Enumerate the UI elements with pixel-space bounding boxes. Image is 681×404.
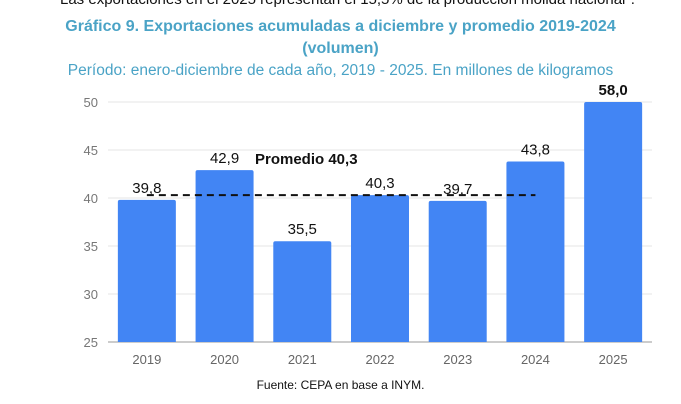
chart-title: Gráfico 9. Exportaciones acumuladas a di… bbox=[65, 18, 616, 35]
y-tick-label: 35 bbox=[84, 239, 98, 254]
y-tick-label: 30 bbox=[84, 287, 98, 302]
bar-2024 bbox=[506, 161, 565, 342]
y-tick-label: 50 bbox=[84, 95, 98, 110]
bar-2025 bbox=[584, 102, 643, 342]
x-tick-label: 2019 bbox=[132, 352, 161, 367]
average-label: Promedio 40,3 bbox=[255, 151, 358, 168]
bar-2019 bbox=[117, 199, 176, 342]
x-tick-label: 2021 bbox=[288, 352, 317, 367]
bar-2020 bbox=[195, 170, 254, 342]
y-tick-label: 25 bbox=[84, 335, 98, 350]
bar-2021 bbox=[273, 241, 332, 342]
x-tick-label: 2023 bbox=[443, 352, 472, 367]
y-tick-label: 40 bbox=[84, 191, 98, 206]
data-label-2019: 39,8 bbox=[132, 180, 161, 197]
x-tick-label: 2020 bbox=[210, 352, 239, 367]
source-note: Fuente: CEPA en base a INYM. bbox=[256, 378, 425, 392]
x-tick-label: 2022 bbox=[366, 352, 395, 367]
chart-subtitle: Período: enero-diciembre de cada año, 20… bbox=[67, 62, 614, 79]
bar-2022 bbox=[351, 195, 409, 342]
data-label-2023: 39,7 bbox=[443, 181, 472, 198]
data-label-2021: 35,5 bbox=[288, 221, 317, 238]
bar-2023 bbox=[428, 200, 487, 342]
context-text: Las exportaciones en el 2025 representan… bbox=[60, 0, 635, 8]
y-tick-label: 45 bbox=[84, 143, 98, 158]
x-tick-label: 2024 bbox=[521, 352, 550, 367]
data-label-2025: 58,0 bbox=[599, 82, 628, 99]
data-label-2020: 42,9 bbox=[210, 150, 239, 167]
chart-title-line2: (volumen) bbox=[302, 40, 379, 57]
data-label-2022: 40,3 bbox=[365, 175, 394, 192]
x-tick-label: 2025 bbox=[599, 352, 628, 367]
data-label-2024: 43,8 bbox=[521, 142, 550, 159]
